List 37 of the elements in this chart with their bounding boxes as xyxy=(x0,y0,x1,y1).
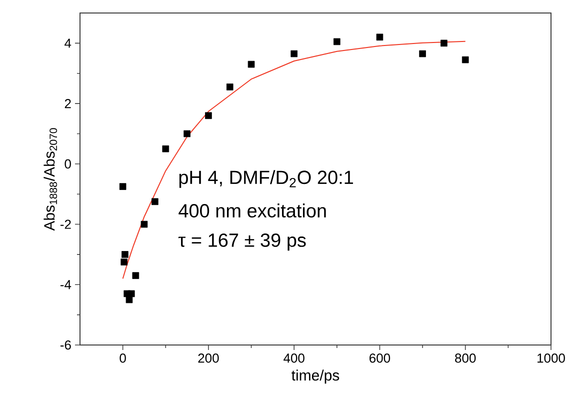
point xyxy=(290,50,298,58)
point xyxy=(226,84,234,90)
point xyxy=(419,50,426,58)
y-tick-label: 2 xyxy=(64,99,71,108)
x-tick-label: 400 xyxy=(284,354,304,363)
y-tick-label: -4 xyxy=(60,280,72,290)
x-axis-title: time/ps xyxy=(292,370,340,384)
x-tick-label: 1000 xyxy=(538,354,565,363)
point xyxy=(140,220,148,228)
point xyxy=(184,130,190,138)
line-series xyxy=(122,40,466,280)
annotation: 400 nm excitation xyxy=(178,204,326,218)
y-tick-label: 4 xyxy=(64,38,72,48)
x-tick-label: 800 xyxy=(455,354,476,363)
y-tick-label: -2 xyxy=(60,220,71,229)
point xyxy=(120,258,128,266)
point xyxy=(205,112,212,120)
point xyxy=(122,251,128,258)
y-tick-label: 0 xyxy=(64,159,71,169)
point xyxy=(132,272,140,279)
point xyxy=(334,38,340,46)
point xyxy=(162,145,170,152)
point xyxy=(126,296,133,304)
point xyxy=(376,34,384,41)
x-tick-label: 200 xyxy=(198,354,219,363)
y-axis-title: Abs$_{1888}$/Abs$_{2070}$ xyxy=(44,128,58,231)
point xyxy=(462,56,469,64)
annotation: τ = 167 ± 39 ps xyxy=(178,233,306,251)
point xyxy=(248,60,255,68)
x-tick-label: 0 xyxy=(120,354,126,363)
point xyxy=(119,183,126,190)
point xyxy=(152,198,158,206)
x-tick-label: 600 xyxy=(370,354,390,363)
y-tick-label: -6 xyxy=(60,340,71,350)
point xyxy=(128,290,135,298)
point xyxy=(440,40,448,47)
annotation: pH 4, DMF/D$_{2}$O 20:1 xyxy=(179,170,353,188)
